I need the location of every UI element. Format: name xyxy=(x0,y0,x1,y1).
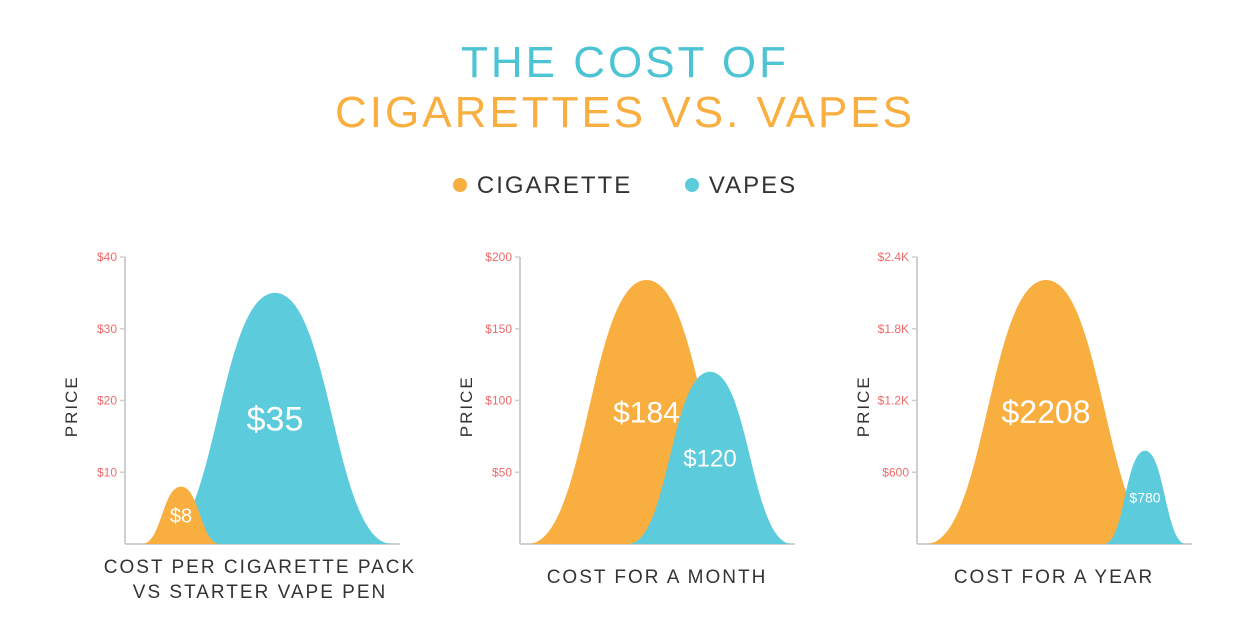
y-tick-label: $1.2K xyxy=(878,394,909,408)
legend-label-cigarette: CIGARETTE xyxy=(476,172,633,199)
x-axis-label: COST PER CIGARETTE PACK xyxy=(104,557,416,578)
chart-panel-1: $10 $20 $30 $40 PRICE COST PER CIGARETTE PACK… xyxy=(62,250,416,603)
data-label-cigarette: $8 xyxy=(170,505,192,527)
legend: CIGARETTE VAPES xyxy=(0,172,1250,200)
y-tick-label: $1.8K xyxy=(878,322,909,336)
legend-label-vapes: VAPES xyxy=(708,172,798,199)
data-label-cigarette: $184 xyxy=(613,396,680,429)
y-tick-label: $2.4K xyxy=(878,250,909,264)
area-cigarette xyxy=(142,486,220,544)
data-label-cigarette: $2208 xyxy=(1002,394,1091,430)
y-tick-label: $10 xyxy=(97,465,117,479)
data-label-vapes: $35 xyxy=(247,400,304,438)
y-tick-label: $30 xyxy=(97,322,117,336)
y-tick-label: $40 xyxy=(97,250,117,264)
area-vapes xyxy=(158,292,392,544)
area-vapes xyxy=(628,371,792,544)
y-axis-label: PRICE xyxy=(457,375,476,437)
y-tick-label: $600 xyxy=(882,465,909,479)
legend-swatch-vapes xyxy=(684,178,699,192)
data-label-vapes: $780 xyxy=(1129,489,1160,505)
legend-item-cigarette: CIGARETTE xyxy=(452,172,633,200)
y-axis-label: PRICE xyxy=(854,375,873,437)
x-axis-label: COST FOR A YEAR xyxy=(954,567,1154,588)
y-tick-label: $50 xyxy=(492,465,512,479)
x-axis-label: COST FOR A MONTH xyxy=(547,567,768,588)
chart-panel-3: $600 $1.2K $1.8K $2.4K PRICE COST FOR A YEAR $… xyxy=(854,250,1192,588)
y-axis-label: PRICE xyxy=(62,375,81,437)
legend-swatch-cigarette xyxy=(452,178,467,192)
legend-item-vapes: VAPES xyxy=(684,172,798,200)
chart-title-line1: THE COST OF xyxy=(461,38,789,87)
area-cigarette xyxy=(926,279,1166,544)
y-tick-label: $200 xyxy=(485,250,512,264)
y-tick-label: $150 xyxy=(485,322,512,336)
chart-title-line2: CIGARETTES VS. VAPES xyxy=(335,88,915,137)
chart-panel-2: $50 $100 $150 $200 PRICE COST FOR A MONTH $184… xyxy=(457,250,795,588)
data-label-vapes: $120 xyxy=(683,445,736,472)
x-axis-label: VS STARTER VAPE PEN xyxy=(133,582,387,603)
y-tick-label: $100 xyxy=(485,394,512,408)
y-tick-label: $20 xyxy=(97,394,117,408)
area-vapes xyxy=(1104,450,1186,544)
